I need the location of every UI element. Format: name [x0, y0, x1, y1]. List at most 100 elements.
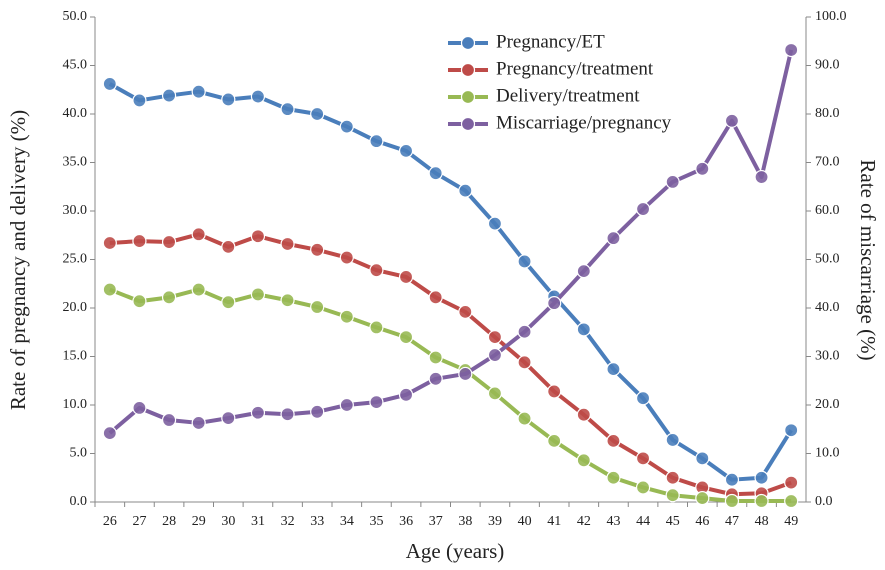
- x-tick-label: 41: [547, 514, 561, 529]
- point: [398, 143, 414, 158]
- point: [161, 412, 177, 428]
- point: [250, 89, 266, 104]
- point: [250, 229, 266, 244]
- point: [665, 470, 680, 485]
- point: [102, 76, 117, 92]
- point: [161, 88, 177, 103]
- y-tick-label: 15.0: [63, 349, 88, 364]
- point: [310, 299, 325, 315]
- x-tick-label: 38: [458, 514, 472, 529]
- point: [517, 254, 532, 269]
- point: [191, 84, 206, 99]
- point: [369, 134, 384, 149]
- point: [132, 400, 147, 416]
- x-tick-label: 40: [518, 514, 532, 529]
- point: [428, 166, 443, 181]
- y2-axis-label: Rate of miscarriage (%): [856, 159, 880, 360]
- point: [369, 394, 384, 410]
- legend-label: Delivery/treatment: [496, 85, 640, 106]
- y2-tick-label: 20.0: [815, 397, 840, 412]
- y2-tick-label: 90.0: [815, 58, 840, 73]
- point: [547, 433, 562, 448]
- point: [339, 309, 354, 324]
- x-tick-label: 48: [755, 514, 769, 529]
- point: [487, 216, 503, 231]
- point: [754, 470, 769, 485]
- point: [517, 411, 532, 426]
- point: [280, 293, 295, 308]
- y2-tick-label: 60.0: [815, 203, 840, 218]
- point: [132, 93, 147, 108]
- point: [606, 433, 621, 448]
- point: [754, 169, 769, 185]
- x-tick-label: 35: [369, 514, 383, 529]
- legend-marker: [460, 116, 476, 132]
- point: [695, 491, 710, 506]
- point: [398, 387, 414, 402]
- y-tick-label: 40.0: [63, 106, 88, 121]
- point: [102, 426, 117, 441]
- point: [547, 384, 562, 399]
- point: [754, 493, 769, 509]
- point: [576, 264, 591, 279]
- point: [369, 263, 384, 278]
- x-tick-label: 31: [251, 514, 265, 529]
- point: [102, 235, 117, 251]
- point: [487, 347, 503, 363]
- y-tick-label: 50.0: [63, 9, 88, 24]
- y-tick-label: 5.0: [70, 446, 88, 461]
- point: [398, 269, 414, 285]
- point: [191, 282, 206, 297]
- x-tick-label: 42: [577, 514, 591, 529]
- y2-tick-label: 40.0: [815, 300, 840, 315]
- x-tick-label: 36: [399, 514, 413, 529]
- point: [784, 475, 799, 490]
- point: [576, 322, 591, 337]
- point: [695, 161, 710, 176]
- y-tick-label: 25.0: [63, 252, 88, 267]
- x-tick-label: 46: [695, 514, 709, 529]
- y-tick-label: 35.0: [63, 155, 88, 170]
- x-tick-label: 34: [340, 514, 354, 529]
- point: [606, 470, 621, 485]
- y2-tick-label: 0.0: [815, 494, 833, 509]
- point: [339, 250, 354, 265]
- point: [576, 407, 591, 422]
- point: [221, 410, 236, 426]
- point: [221, 295, 236, 310]
- x-tick-label: 37: [429, 514, 443, 529]
- point: [191, 415, 206, 431]
- point: [606, 231, 621, 246]
- x-axis-label: Age (years): [406, 539, 505, 563]
- point: [280, 102, 295, 117]
- point: [458, 366, 473, 382]
- x-tick-label: 29: [192, 514, 206, 529]
- legend-marker: [460, 62, 476, 78]
- point: [280, 236, 295, 252]
- point: [724, 113, 740, 128]
- x-tick-label: 47: [725, 514, 739, 529]
- y-tick-label: 20.0: [63, 300, 88, 315]
- point: [339, 119, 354, 134]
- point: [339, 397, 354, 413]
- y-tick-label: 10.0: [63, 397, 88, 412]
- point: [517, 324, 532, 339]
- y2-tick-label: 100.0: [815, 9, 847, 24]
- legend-label: Pregnancy/ET: [496, 31, 605, 52]
- x-tick-label: 43: [606, 514, 620, 529]
- y-tick-label: 0.0: [70, 494, 88, 509]
- point: [191, 227, 206, 242]
- point: [635, 451, 651, 466]
- point: [428, 350, 443, 365]
- point: [784, 423, 799, 438]
- point: [132, 294, 147, 309]
- point: [221, 239, 236, 254]
- point: [724, 472, 740, 487]
- point: [547, 296, 562, 311]
- point: [458, 183, 473, 198]
- point: [428, 290, 443, 305]
- legend-marker: [460, 89, 476, 105]
- point: [487, 330, 503, 345]
- y2-tick-label: 10.0: [815, 446, 840, 461]
